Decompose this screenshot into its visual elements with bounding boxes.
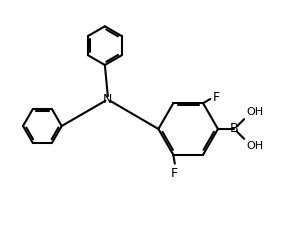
Text: N: N — [103, 93, 112, 106]
Text: F: F — [213, 91, 220, 104]
Text: OH: OH — [246, 141, 263, 151]
Text: OH: OH — [246, 107, 263, 117]
Text: F: F — [171, 167, 179, 180]
Text: B: B — [230, 122, 239, 136]
